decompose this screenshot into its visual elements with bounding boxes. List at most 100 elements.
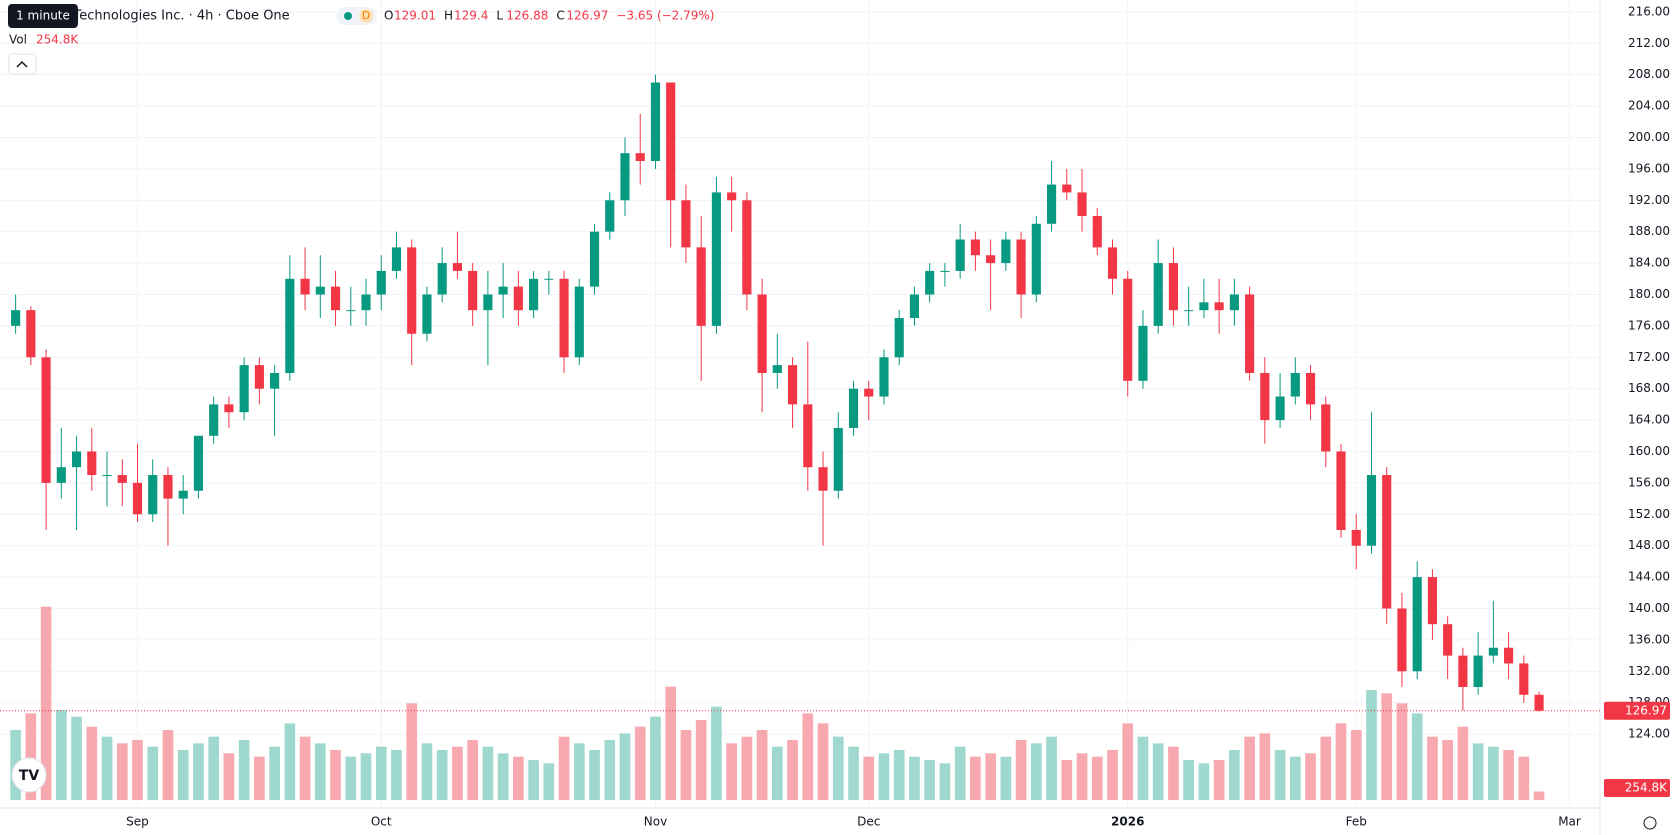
candle-body bbox=[544, 278, 554, 280]
candle-body bbox=[1184, 310, 1194, 312]
vol-label: Vol bbox=[9, 33, 27, 47]
candle-body bbox=[193, 435, 204, 491]
volume-bar bbox=[893, 750, 905, 800]
candle-body bbox=[529, 278, 539, 311]
candle-body bbox=[803, 404, 813, 468]
candle-body bbox=[1062, 184, 1072, 193]
candle-body bbox=[1138, 325, 1148, 381]
volume-bar bbox=[1046, 736, 1057, 800]
volume-bar bbox=[619, 733, 631, 800]
candle-body bbox=[1382, 475, 1392, 609]
candle-body bbox=[1351, 529, 1361, 546]
logo: TV bbox=[19, 768, 40, 784]
candle-body bbox=[666, 82, 676, 201]
volume-bar bbox=[604, 740, 616, 800]
candle-body bbox=[605, 200, 615, 232]
candle-body bbox=[757, 294, 767, 373]
volume-bar bbox=[254, 756, 265, 800]
volume-bar bbox=[1503, 750, 1514, 800]
y-tick-label: 204.00 bbox=[1628, 99, 1670, 113]
volume-bar bbox=[787, 740, 798, 800]
last-price-tag bbox=[1604, 701, 1670, 720]
volume-bar bbox=[528, 760, 539, 800]
candle-body bbox=[696, 247, 706, 326]
candle-body bbox=[833, 427, 843, 491]
symbol-title: r Technologies Inc. · 4h · Cboe One bbox=[64, 9, 290, 24]
volume-bar bbox=[284, 723, 296, 800]
y-tick-label: 168.00 bbox=[1628, 381, 1670, 395]
status-dot bbox=[344, 12, 352, 20]
y-tick-label: 144.00 bbox=[1628, 570, 1670, 584]
volume-tag-label: 254.8K bbox=[1625, 781, 1668, 795]
y-tick-label: 140.00 bbox=[1628, 601, 1670, 615]
volume-bar bbox=[1091, 756, 1103, 800]
candle-body bbox=[513, 286, 523, 311]
candle-body bbox=[56, 467, 66, 483]
volume-bar bbox=[589, 750, 600, 800]
candle-body bbox=[1305, 372, 1316, 405]
volume-bar bbox=[863, 756, 875, 800]
candle-body bbox=[452, 263, 462, 271]
candle-body bbox=[239, 365, 249, 413]
volume-bar bbox=[650, 716, 661, 800]
volume-bar bbox=[1183, 760, 1195, 800]
volume-bar bbox=[543, 763, 555, 800]
x-tick-label: Sep bbox=[126, 815, 149, 829]
volume-bar bbox=[1274, 750, 1286, 800]
candle-body bbox=[1092, 215, 1102, 248]
volume-bar bbox=[680, 730, 692, 800]
y-tick-label: 152.00 bbox=[1628, 507, 1670, 521]
grid bbox=[0, 0, 1600, 808]
volume-bar bbox=[1137, 736, 1149, 800]
candle-body bbox=[1153, 263, 1163, 326]
logo-bg bbox=[11, 757, 47, 793]
y-tick-label: 160.00 bbox=[1628, 444, 1670, 458]
volume-bar bbox=[101, 736, 113, 800]
candle-body bbox=[955, 239, 965, 271]
last-price-label: 126.97 bbox=[1625, 703, 1667, 717]
volume-bar bbox=[954, 746, 966, 800]
volume-bar bbox=[1335, 723, 1347, 800]
collapse-button[interactable] bbox=[8, 53, 37, 75]
x-tick-label: Oct bbox=[371, 815, 392, 829]
volume-bar bbox=[695, 720, 707, 800]
volume-bar bbox=[1122, 723, 1134, 800]
volume-bar bbox=[1107, 750, 1118, 800]
candle-body bbox=[970, 239, 980, 256]
candle-body bbox=[879, 357, 889, 397]
y-tick-label: 176.00 bbox=[1628, 318, 1670, 332]
candle-body bbox=[818, 467, 828, 491]
candle-body bbox=[26, 310, 36, 358]
candle-body bbox=[742, 200, 752, 295]
y-tick-label: 196.00 bbox=[1628, 161, 1670, 175]
candle-body bbox=[71, 451, 82, 468]
candle-body bbox=[1077, 192, 1087, 216]
candle-body bbox=[468, 270, 478, 311]
volume-bar bbox=[848, 746, 859, 800]
y-tick-label: 164.00 bbox=[1628, 413, 1670, 427]
volume-bar bbox=[1518, 756, 1530, 800]
ohlc-value: 126.97 bbox=[566, 9, 608, 23]
volume-bar bbox=[1396, 703, 1408, 800]
volume-bar bbox=[360, 753, 372, 800]
y-tick-label: 156.00 bbox=[1628, 475, 1670, 489]
volume-bar bbox=[421, 743, 433, 800]
candle-body bbox=[1336, 451, 1346, 530]
volume-bar bbox=[55, 710, 67, 800]
volume-bar bbox=[299, 736, 311, 800]
candle-body bbox=[848, 388, 859, 428]
volume-bar bbox=[970, 756, 981, 800]
volume-bar bbox=[467, 740, 478, 800]
volume-bar bbox=[71, 716, 82, 800]
candle-body bbox=[1016, 239, 1026, 295]
volume-bar bbox=[1259, 733, 1271, 800]
candle-body bbox=[437, 263, 447, 295]
volume-bar bbox=[817, 723, 829, 800]
candle-body bbox=[376, 270, 386, 295]
candle-body bbox=[620, 153, 630, 201]
x-tick-label: Nov bbox=[644, 815, 667, 829]
change: −3.65 (−2.79%) bbox=[616, 9, 714, 23]
volume-bar bbox=[1198, 763, 1210, 800]
ohlc-key: L bbox=[496, 9, 503, 23]
settings-icon[interactable] bbox=[1643, 816, 1657, 830]
